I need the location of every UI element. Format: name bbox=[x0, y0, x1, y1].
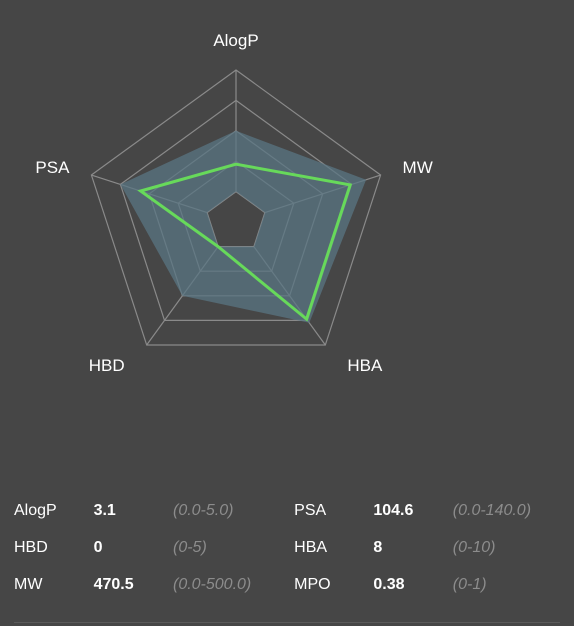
property-label: PSA bbox=[294, 501, 327, 519]
property-value: 3.1 bbox=[93, 501, 116, 519]
axis-label-hbd: HBD bbox=[89, 356, 125, 375]
property-value: 0 bbox=[93, 538, 103, 556]
property-range: (0-1) bbox=[452, 575, 487, 593]
axis-label-hba: HBA bbox=[347, 356, 383, 375]
axis-label-psa: PSA bbox=[35, 158, 70, 177]
radar-chart: AlogP MW HBA HBD PSA bbox=[35, 31, 432, 375]
property-label: MPO bbox=[294, 575, 331, 593]
table-row: MW 470.5 (0.0-500.0) MPO 0.38 (0-1) bbox=[14, 566, 574, 603]
table-row: HBD 0 (0-5) HBA 8 (0-10) bbox=[14, 529, 574, 566]
grid-ring bbox=[90, 69, 382, 346]
reference-band bbox=[120, 130, 367, 323]
property-range: (0.0-500.0) bbox=[172, 575, 252, 593]
property-range: (0-10) bbox=[452, 538, 496, 556]
property-range: (0-5) bbox=[172, 538, 207, 556]
compound-series-line bbox=[137, 162, 353, 322]
property-value: 470.5 bbox=[93, 575, 134, 593]
property-label: MW bbox=[14, 575, 43, 593]
property-range: (0.0-140.0) bbox=[452, 501, 532, 519]
table-row: AlogP 3.1 (0.0-5.0) PSA 104.6 (0.0-140.0… bbox=[14, 492, 574, 529]
axis-label-mw: MW bbox=[403, 158, 433, 177]
axis-labels: AlogP MW HBA HBD PSA bbox=[35, 31, 432, 375]
property-range: (0.0-5.0) bbox=[172, 501, 234, 519]
property-value: 0.38 bbox=[373, 575, 405, 593]
divider bbox=[14, 622, 560, 623]
property-value: 104.6 bbox=[373, 501, 414, 519]
axis-label-alogp: AlogP bbox=[213, 31, 258, 50]
property-table: AlogP 3.1 (0.0-5.0) PSA 104.6 (0.0-140.0… bbox=[14, 492, 574, 603]
property-value: 8 bbox=[373, 538, 383, 556]
property-label: HBD bbox=[14, 538, 48, 556]
property-label: AlogP bbox=[14, 501, 57, 519]
property-label: HBA bbox=[294, 538, 328, 556]
